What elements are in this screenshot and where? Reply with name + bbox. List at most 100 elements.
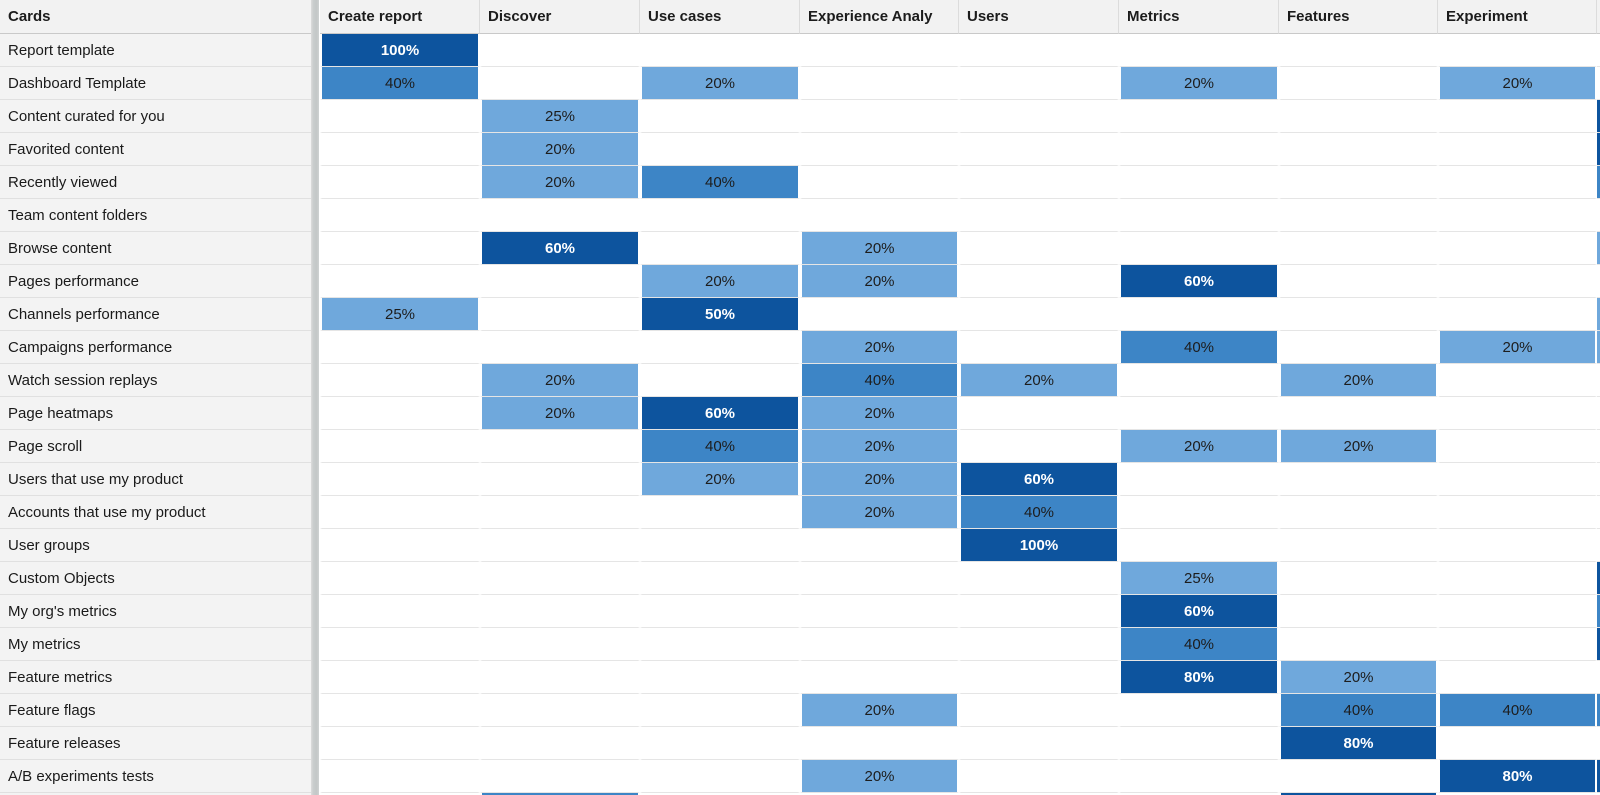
matrix-cell[interactable]: 20% bbox=[959, 364, 1119, 397]
clipped-column-sliver[interactable] bbox=[1597, 595, 1600, 628]
matrix-cell[interactable] bbox=[800, 133, 959, 166]
matrix-cell[interactable]: 20% bbox=[800, 397, 959, 430]
clipped-column-sliver[interactable] bbox=[1597, 34, 1600, 67]
matrix-cell[interactable] bbox=[800, 595, 959, 628]
row-label[interactable]: Campaigns performance bbox=[0, 331, 311, 364]
matrix-cell[interactable] bbox=[1119, 529, 1279, 562]
matrix-cell[interactable]: 20% bbox=[480, 397, 640, 430]
row-label[interactable]: Users that use my product bbox=[0, 463, 311, 496]
row-label[interactable] bbox=[0, 793, 311, 795]
row-label[interactable]: Custom Objects bbox=[0, 562, 311, 595]
matrix-cell[interactable] bbox=[1438, 133, 1597, 166]
matrix-cell[interactable] bbox=[320, 562, 480, 595]
matrix-cell[interactable] bbox=[1438, 397, 1597, 430]
matrix-cell[interactable] bbox=[640, 232, 800, 265]
matrix-cell[interactable] bbox=[640, 529, 800, 562]
matrix-cell[interactable] bbox=[1279, 397, 1438, 430]
row-label[interactable]: User groups bbox=[0, 529, 311, 562]
clipped-column-sliver[interactable] bbox=[1597, 727, 1600, 760]
matrix-cell[interactable] bbox=[959, 694, 1119, 727]
matrix-cell[interactable]: 20% bbox=[480, 364, 640, 397]
matrix-cell[interactable]: 40% bbox=[320, 67, 480, 100]
matrix-cell[interactable] bbox=[320, 430, 480, 463]
column-header-users[interactable]: Users bbox=[959, 0, 1119, 34]
matrix-cell[interactable]: 20% bbox=[1119, 430, 1279, 463]
matrix-cell[interactable]: 40% bbox=[1279, 694, 1438, 727]
matrix-cell[interactable] bbox=[1119, 793, 1279, 795]
matrix-cell[interactable] bbox=[320, 232, 480, 265]
matrix-cell[interactable] bbox=[480, 661, 640, 694]
matrix-cell[interactable]: 20% bbox=[800, 463, 959, 496]
matrix-cell[interactable] bbox=[959, 199, 1119, 232]
clipped-column-sliver[interactable] bbox=[1597, 67, 1600, 100]
matrix-cell[interactable] bbox=[320, 100, 480, 133]
matrix-cell[interactable] bbox=[1279, 463, 1438, 496]
matrix-cell[interactable] bbox=[1279, 265, 1438, 298]
matrix-cell[interactable] bbox=[1119, 496, 1279, 529]
clipped-column-sliver[interactable] bbox=[1597, 496, 1600, 529]
matrix-cell[interactable]: 20% bbox=[1279, 364, 1438, 397]
matrix-cell[interactable] bbox=[320, 133, 480, 166]
matrix-cell[interactable]: 50% bbox=[640, 298, 800, 331]
matrix-cell[interactable] bbox=[1438, 529, 1597, 562]
clipped-column-sliver[interactable] bbox=[1597, 133, 1600, 166]
column-header-create-report[interactable]: Create report bbox=[320, 0, 480, 34]
column-header-discover[interactable]: Discover bbox=[480, 0, 640, 34]
matrix-cell[interactable] bbox=[480, 331, 640, 364]
matrix-cell[interactable] bbox=[1279, 166, 1438, 199]
matrix-cell[interactable] bbox=[1438, 628, 1597, 661]
matrix-cell[interactable] bbox=[959, 430, 1119, 463]
matrix-cell[interactable] bbox=[320, 199, 480, 232]
matrix-cell[interactable]: 20% bbox=[1119, 67, 1279, 100]
row-label[interactable]: Feature releases bbox=[0, 727, 311, 760]
matrix-cell[interactable] bbox=[480, 496, 640, 529]
matrix-cell[interactable] bbox=[640, 199, 800, 232]
matrix-cell[interactable]: 60% bbox=[959, 463, 1119, 496]
row-label[interactable]: Pages performance bbox=[0, 265, 311, 298]
column-header-experiment[interactable]: Experiment bbox=[1438, 0, 1597, 34]
matrix-cell[interactable] bbox=[1119, 694, 1279, 727]
matrix-cell[interactable] bbox=[1438, 430, 1597, 463]
matrix-cell[interactable] bbox=[1438, 199, 1597, 232]
matrix-cell[interactable] bbox=[320, 364, 480, 397]
matrix-cell[interactable] bbox=[1279, 529, 1438, 562]
matrix-cell[interactable] bbox=[480, 727, 640, 760]
matrix-cell[interactable] bbox=[640, 661, 800, 694]
matrix-cell[interactable] bbox=[1119, 298, 1279, 331]
clipped-column-sliver[interactable] bbox=[1597, 364, 1600, 397]
matrix-cell[interactable] bbox=[800, 199, 959, 232]
matrix-cell[interactable] bbox=[959, 793, 1119, 795]
matrix-cell[interactable] bbox=[959, 727, 1119, 760]
matrix-cell[interactable] bbox=[1438, 463, 1597, 496]
matrix-cell[interactable] bbox=[959, 595, 1119, 628]
row-label[interactable]: Channels performance bbox=[0, 298, 311, 331]
matrix-cell[interactable]: 40% bbox=[1119, 331, 1279, 364]
matrix-cell[interactable] bbox=[800, 793, 959, 795]
matrix-cell[interactable] bbox=[480, 760, 640, 793]
clipped-column-sliver[interactable] bbox=[1597, 562, 1600, 595]
matrix-cell[interactable] bbox=[959, 100, 1119, 133]
matrix-cell[interactable] bbox=[480, 694, 640, 727]
matrix-cell[interactable] bbox=[640, 760, 800, 793]
matrix-cell[interactable]: 20% bbox=[800, 694, 959, 727]
matrix-cell[interactable] bbox=[959, 628, 1119, 661]
matrix-cell[interactable] bbox=[1438, 595, 1597, 628]
matrix-cell[interactable]: 40% bbox=[640, 430, 800, 463]
matrix-cell[interactable] bbox=[480, 430, 640, 463]
clipped-column-sliver[interactable] bbox=[1597, 397, 1600, 430]
matrix-cell[interactable] bbox=[800, 100, 959, 133]
matrix-cell[interactable] bbox=[1438, 34, 1597, 67]
matrix-cell[interactable] bbox=[800, 562, 959, 595]
matrix-cell[interactable] bbox=[959, 562, 1119, 595]
matrix-cell[interactable] bbox=[640, 364, 800, 397]
matrix-cell[interactable] bbox=[1279, 232, 1438, 265]
matrix-cell[interactable] bbox=[959, 298, 1119, 331]
matrix-cell[interactable] bbox=[640, 331, 800, 364]
matrix-cell[interactable] bbox=[640, 694, 800, 727]
matrix-cell[interactable] bbox=[959, 166, 1119, 199]
matrix-cell[interactable] bbox=[800, 727, 959, 760]
matrix-cell[interactable] bbox=[1438, 562, 1597, 595]
clipped-column-sliver[interactable] bbox=[1597, 760, 1600, 793]
matrix-cell[interactable] bbox=[320, 793, 480, 795]
matrix-cell[interactable]: 80% bbox=[1279, 727, 1438, 760]
